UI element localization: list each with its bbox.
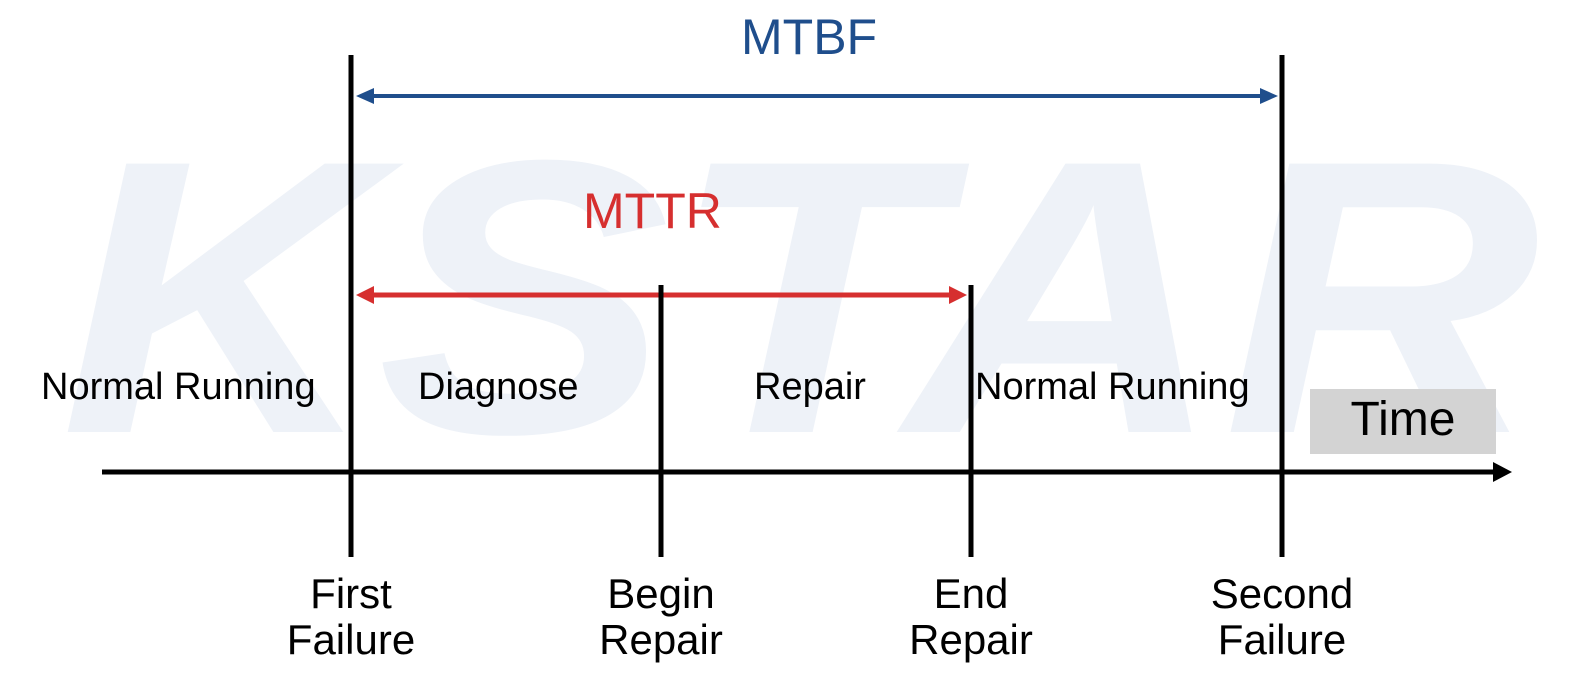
- event-first-failure-line1: First: [310, 570, 392, 617]
- event-first-failure-line2: Failure: [286, 616, 416, 663]
- event-second-failure-line1: Second: [1210, 570, 1354, 617]
- mtbf-arrowhead-right: [1260, 88, 1278, 104]
- event-end-repair-line2: Repair: [909, 616, 1033, 663]
- mttr-label: MTTR: [583, 183, 722, 239]
- time-label-box: [1310, 389, 1496, 454]
- mtbf-arrowhead-left: [356, 88, 374, 104]
- mttr-arrowhead-right: [949, 286, 967, 304]
- event-begin-repair-line2: Repair: [599, 616, 723, 663]
- mttr-arrowhead-left: [356, 286, 374, 304]
- phase-normal-running-1: Normal Running: [41, 366, 316, 408]
- event-second-failure: Second Failure: [1152, 571, 1412, 663]
- event-begin-repair: Begin Repair: [531, 571, 791, 663]
- event-end-repair: End Repair: [841, 571, 1101, 663]
- event-begin-repair-line1: Begin: [607, 570, 715, 617]
- event-first-failure: First Failure: [221, 571, 481, 663]
- time-label: Time: [1350, 393, 1456, 446]
- phase-normal-running-2: Normal Running: [975, 366, 1250, 408]
- time-axis-arrowhead: [1493, 462, 1512, 482]
- mtbf-label: MTBF: [741, 9, 878, 65]
- event-end-repair-line1: End: [933, 570, 1009, 617]
- event-second-failure-line2: Failure: [1217, 616, 1347, 663]
- phase-diagnose: Diagnose: [418, 366, 579, 408]
- phase-repair: Repair: [754, 366, 866, 408]
